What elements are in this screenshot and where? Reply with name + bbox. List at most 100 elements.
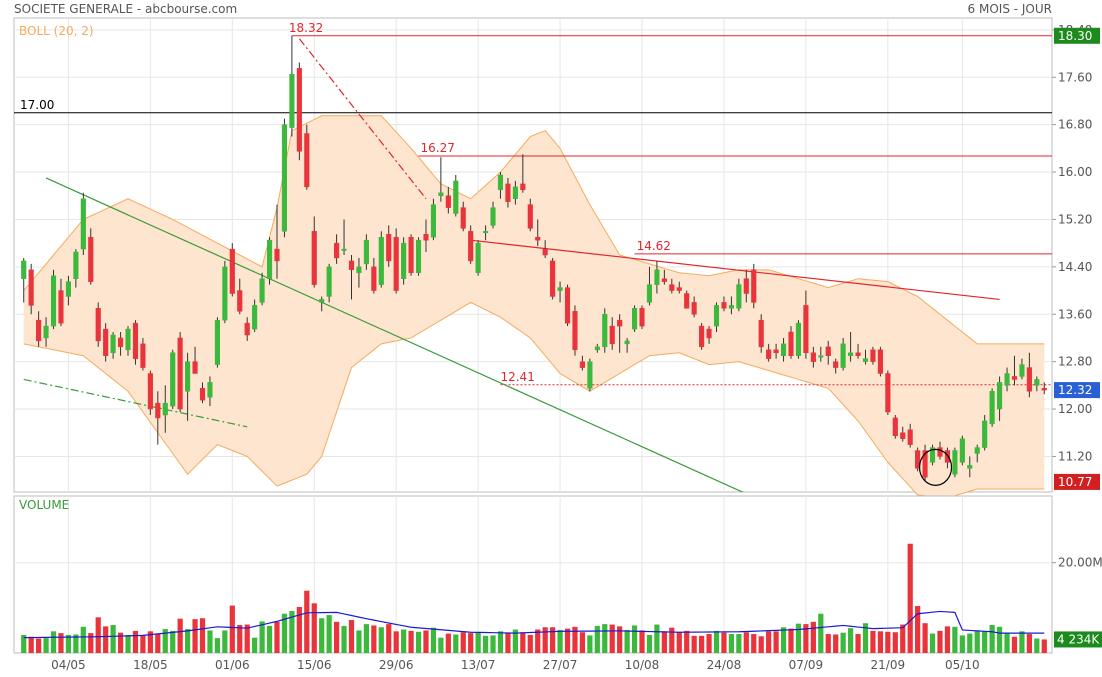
candle-body — [915, 450, 921, 469]
y-tick-label: 16.00 — [1058, 165, 1092, 179]
candle — [371, 257, 377, 294]
volume-bar — [676, 632, 682, 653]
candle-body — [780, 343, 787, 356]
volume-bar — [43, 638, 49, 653]
candle — [453, 175, 459, 217]
candle-body — [118, 337, 124, 348]
candle — [810, 346, 816, 368]
candle-body — [199, 388, 206, 401]
volume-bar — [721, 632, 727, 653]
volume-bar — [728, 634, 735, 653]
volume-bar — [155, 634, 161, 653]
candle-body — [445, 195, 451, 208]
candle — [780, 337, 787, 362]
price-tag-low-bg — [1054, 473, 1100, 490]
volume-bar — [177, 618, 183, 653]
x-tick-label: 13/07 — [461, 658, 496, 672]
candle-body — [520, 183, 526, 191]
volume-bar — [631, 625, 638, 653]
volume-bar — [1011, 636, 1018, 653]
candle — [401, 237, 407, 285]
volume-bar — [654, 624, 660, 653]
candle-body — [736, 284, 742, 309]
candle-body — [877, 349, 883, 374]
candle — [490, 201, 496, 229]
candle — [58, 278, 64, 327]
volume-bar — [929, 633, 936, 653]
candle-body — [304, 133, 310, 188]
volume-bar — [833, 634, 839, 653]
candle-body — [691, 302, 697, 315]
volume-bar — [996, 626, 1003, 653]
candle — [728, 296, 734, 315]
candle-body — [289, 74, 295, 128]
candle — [319, 296, 325, 312]
volume-bar — [311, 603, 317, 653]
x-tick-label: 24/08 — [707, 658, 742, 672]
candle — [758, 314, 764, 353]
candle-body — [170, 352, 176, 407]
candle — [669, 278, 675, 294]
candle — [944, 447, 950, 469]
volume-bar — [170, 630, 176, 653]
candle — [542, 240, 548, 258]
y-tick-label: 17.60 — [1058, 70, 1092, 84]
volume-bar — [922, 623, 928, 653]
volume-bar — [713, 630, 720, 653]
candle-body — [751, 269, 757, 303]
volume-bar — [326, 615, 332, 653]
volume-bar — [840, 632, 846, 653]
candle-body — [162, 402, 168, 416]
volume-bar — [430, 627, 437, 653]
candle-body — [1026, 367, 1032, 392]
volume-bar — [333, 621, 340, 653]
candle-body — [266, 239, 273, 279]
volume-bar — [758, 636, 764, 653]
volume-bar — [743, 632, 749, 653]
volume-bar — [661, 631, 667, 653]
volume-bar — [564, 628, 571, 653]
candle-body — [311, 231, 317, 285]
volume-bar — [512, 629, 518, 653]
candle — [363, 234, 369, 270]
volume-bar — [50, 631, 57, 653]
candle — [214, 317, 220, 368]
volume-bar — [803, 624, 809, 653]
candle-body — [192, 361, 198, 374]
volume-bar — [862, 623, 869, 653]
candle — [527, 198, 533, 232]
candle-body — [490, 207, 496, 226]
candle — [132, 320, 139, 365]
bollinger-band-fill — [23, 115, 1045, 498]
candle-body — [639, 308, 645, 327]
x-tick-label: 07/09 — [789, 658, 824, 672]
candle — [274, 204, 280, 279]
candle — [967, 456, 973, 478]
price-panel: 18.4017.6016.8016.0015.2014.4013.6012.80… — [13, 17, 1100, 499]
candle-body — [423, 234, 429, 241]
volume-bar — [684, 630, 690, 653]
candle — [706, 326, 712, 344]
candle — [825, 340, 831, 365]
candle-body — [862, 358, 869, 362]
y-tick-label: 12.80 — [1058, 355, 1092, 369]
candle-body — [110, 334, 116, 354]
candle — [892, 414, 898, 439]
volume-bar — [192, 619, 198, 653]
y-tick-label: 13.60 — [1058, 307, 1092, 321]
candle-body — [617, 319, 623, 327]
x-tick-label: 29/06 — [379, 658, 414, 672]
volume-bar — [468, 633, 474, 653]
candle — [520, 154, 526, 193]
volume-bar — [237, 625, 243, 653]
candle-body — [177, 337, 183, 410]
candle — [855, 343, 861, 359]
candle-body — [669, 284, 675, 291]
candle-body — [989, 391, 995, 425]
candle — [788, 326, 794, 359]
candle — [646, 266, 653, 306]
indicator-label: BOLL (20, 2) — [19, 24, 94, 38]
volume-bar — [80, 626, 86, 653]
candle-body — [147, 373, 153, 410]
candle — [348, 255, 355, 300]
